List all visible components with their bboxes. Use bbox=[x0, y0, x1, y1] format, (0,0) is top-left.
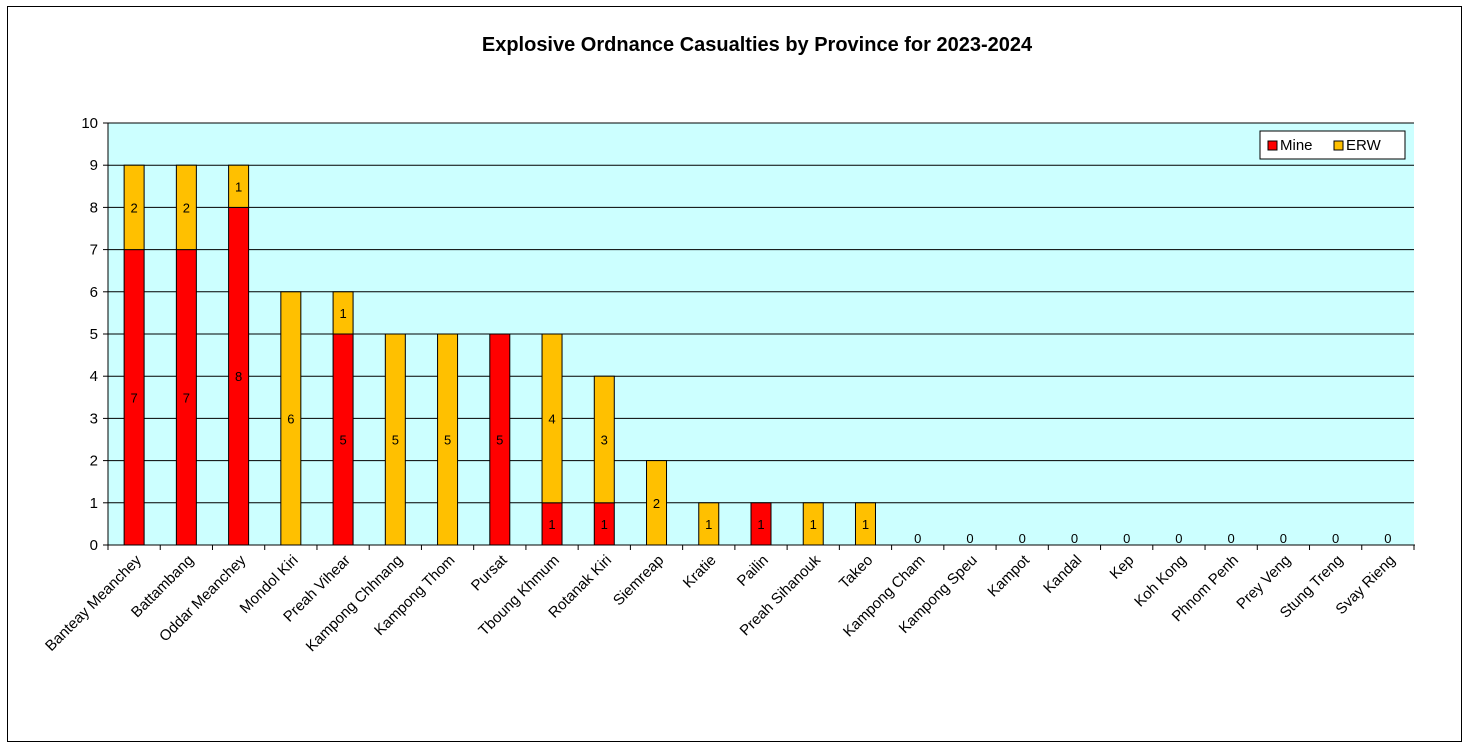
data-label-erw: 5 bbox=[392, 433, 399, 448]
data-label-zero: 0 bbox=[1280, 531, 1287, 546]
data-label-mine: 5 bbox=[339, 433, 346, 448]
y-tick-label: 0 bbox=[90, 537, 98, 554]
data-label-erw: 4 bbox=[548, 411, 555, 426]
legend-label-mine: Mine bbox=[1280, 137, 1313, 154]
bar-erw bbox=[854, 502, 876, 546]
data-label-mine: 8 bbox=[235, 369, 242, 384]
y-tick-label: 5 bbox=[90, 326, 98, 343]
data-label-mine: 1 bbox=[548, 517, 555, 532]
category-label: Pailin bbox=[734, 552, 772, 590]
bar-erw bbox=[123, 164, 145, 251]
data-label-erw: 1 bbox=[810, 517, 817, 532]
y-tick-label: 7 bbox=[90, 242, 98, 259]
data-label-zero: 0 bbox=[1332, 531, 1339, 546]
data-label-zero: 0 bbox=[966, 531, 973, 546]
data-label-zero: 0 bbox=[1175, 531, 1182, 546]
legend: Mine ERW bbox=[1259, 130, 1406, 160]
bar-mine bbox=[750, 502, 772, 546]
category-label: Kep bbox=[1107, 552, 1138, 583]
legend-swatch-mine bbox=[1267, 140, 1278, 151]
category-label: Kampot bbox=[984, 551, 1033, 600]
bar-mine bbox=[489, 333, 511, 546]
data-label-zero: 0 bbox=[914, 531, 921, 546]
data-label-erw: 6 bbox=[287, 411, 294, 426]
data-label-mine: 5 bbox=[496, 433, 503, 448]
category-label: Banteay Meanchey bbox=[42, 551, 145, 654]
y-tick-label: 10 bbox=[81, 115, 98, 132]
category-label: Kampong Chhnang bbox=[303, 552, 406, 655]
data-label-erw: 1 bbox=[339, 306, 346, 321]
legend-box bbox=[1259, 130, 1406, 160]
y-tick-label: 9 bbox=[90, 157, 98, 174]
data-label-erw: 3 bbox=[601, 433, 608, 448]
category-label: Pursat bbox=[468, 551, 511, 594]
bar-erw bbox=[437, 333, 459, 546]
y-tick-label: 6 bbox=[90, 284, 98, 301]
chart-title: Explosive Ordnance Casualties by Provinc… bbox=[482, 34, 1033, 56]
bar-erw bbox=[802, 502, 824, 546]
data-label-zero: 0 bbox=[1228, 531, 1235, 546]
bar-erw bbox=[593, 375, 615, 504]
y-tick-label: 3 bbox=[90, 410, 98, 427]
data-label-mine: 7 bbox=[131, 390, 138, 405]
data-labels: 7 2 7 2 8 1 6 5 1 5 5 5 1 4 1 3 2 1 1 1 1 0 0 0 0 0 0 0 0 0 0 bbox=[131, 179, 1392, 546]
legend-swatch-erw bbox=[1333, 140, 1344, 151]
data-label-erw: 2 bbox=[653, 496, 660, 511]
bar-erw bbox=[698, 502, 720, 546]
data-label-erw: 1 bbox=[705, 517, 712, 532]
data-label-erw: 1 bbox=[862, 517, 869, 532]
category-label: Kandal bbox=[1040, 552, 1085, 597]
data-label-mine: 1 bbox=[601, 517, 608, 532]
data-label-erw: 2 bbox=[183, 200, 190, 215]
data-label-zero: 0 bbox=[1384, 531, 1391, 546]
gridlines bbox=[108, 122, 1414, 546]
legend-label-erw: ERW bbox=[1346, 137, 1382, 154]
bar-erw bbox=[384, 333, 406, 546]
data-label-erw: 1 bbox=[235, 179, 242, 194]
bar-erw bbox=[541, 333, 563, 504]
data-label-zero: 0 bbox=[1071, 531, 1078, 546]
bar-erw bbox=[228, 164, 250, 208]
bar-erw bbox=[175, 164, 197, 251]
y-tick-label: 1 bbox=[90, 495, 98, 512]
bar-erw bbox=[646, 460, 668, 546]
bar-erw bbox=[280, 291, 302, 546]
data-label-zero: 0 bbox=[1123, 531, 1130, 546]
category-label: Takeo bbox=[836, 552, 876, 592]
category-label: Kratie bbox=[680, 552, 720, 592]
data-label-zero: 0 bbox=[1019, 531, 1026, 546]
category-label: Siemreap bbox=[610, 552, 667, 609]
y-tick-label: 2 bbox=[90, 453, 98, 470]
data-label-mine: 1 bbox=[757, 517, 764, 532]
y-tick-label: 4 bbox=[90, 368, 98, 385]
bars bbox=[123, 164, 876, 546]
data-label-mine: 7 bbox=[183, 390, 190, 405]
y-tick-label: 8 bbox=[90, 199, 98, 216]
bar-erw bbox=[332, 291, 354, 335]
data-label-erw: 5 bbox=[444, 433, 451, 448]
data-label-erw: 2 bbox=[131, 200, 138, 215]
